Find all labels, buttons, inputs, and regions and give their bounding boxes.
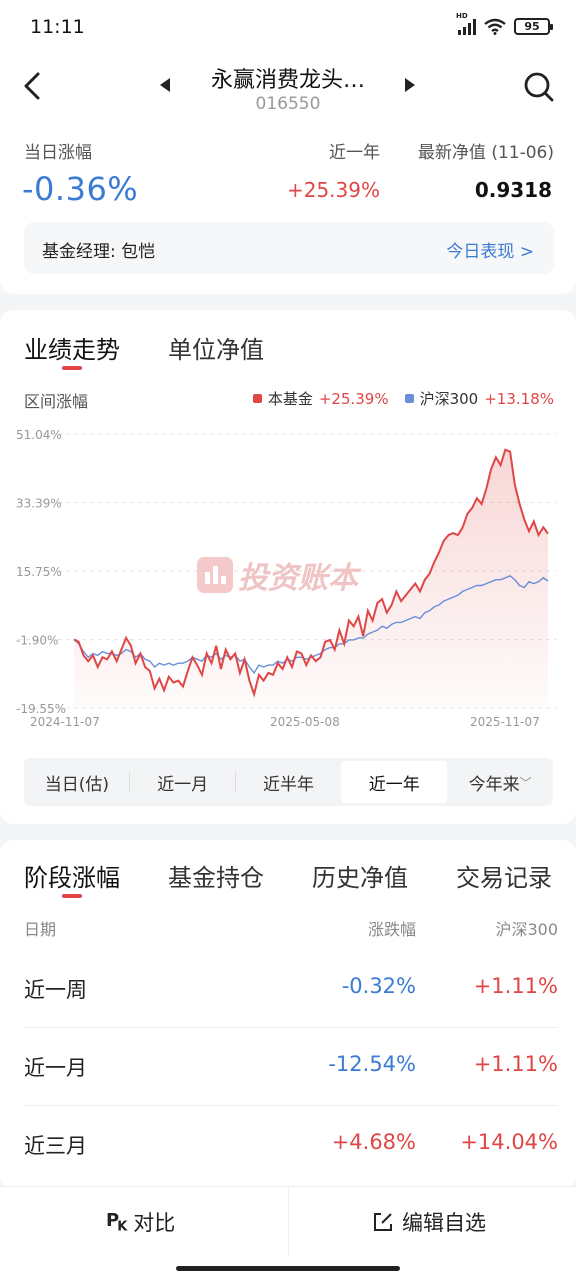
chart-legend: 本基金 +25.39% 沪深300 +13.18% xyxy=(252,388,554,409)
period-option[interactable]: 近一月 xyxy=(130,758,236,806)
search-icon[interactable] xyxy=(522,70,556,104)
edit-watchlist-button[interactable]: 编辑自选 xyxy=(372,1207,486,1237)
legend-index-value: +13.18% xyxy=(484,389,554,408)
list-tab[interactable]: 阶段涨幅 xyxy=(24,864,120,892)
row-divider xyxy=(24,1105,558,1106)
y-tick-label: -1.90% xyxy=(16,634,58,648)
legend-fund-name: 本基金 xyxy=(267,390,313,408)
row-index-change: +1.11% xyxy=(473,974,558,998)
legend-index-name: 沪深300 xyxy=(419,390,479,408)
prev-fund-icon[interactable] xyxy=(160,78,170,92)
y-tick-label: 51.04% xyxy=(16,428,62,442)
tab-active-indicator xyxy=(62,366,82,370)
nav-label: 最新净值 (11-06) xyxy=(417,143,554,163)
legend-fund-value: +25.39% xyxy=(318,389,389,408)
period-label: 近一月 xyxy=(157,774,209,795)
period-label: 今年来 xyxy=(468,774,520,795)
next-fund-icon[interactable] xyxy=(405,78,415,92)
period-selector: 当日(估) 近一月 近半年 近一年 今年来 ﹀ xyxy=(24,758,553,806)
legend-fund-swatch xyxy=(252,394,262,403)
period-option[interactable]: 今年来 ﹀ xyxy=(447,758,553,806)
watermark: 投资账本 xyxy=(197,557,362,596)
period-label: 近半年 xyxy=(262,774,314,795)
tab-performance[interactable]: 业绩走势 xyxy=(24,336,120,364)
period-option[interactable]: 近一年 xyxy=(341,761,448,803)
row-change: -12.54% xyxy=(328,1052,416,1076)
period-divider xyxy=(128,772,130,792)
day-change-label: 当日涨幅 xyxy=(24,143,92,163)
signal-icon: HD xyxy=(456,12,476,35)
status-bar: 11:11 HD 95 xyxy=(0,0,576,58)
period-option[interactable]: 当日(估) xyxy=(24,758,130,806)
stats-row: 近三月 +4.68% +14.04% xyxy=(24,1106,558,1184)
row-index-change: +1.11% xyxy=(473,1052,558,1076)
battery-icon: 95 xyxy=(514,17,553,35)
range-change-label: 区间涨幅 xyxy=(24,392,89,411)
status-icons: HD 95 xyxy=(456,12,553,35)
year-change-label: 近一年 xyxy=(329,143,380,163)
bottom-divider xyxy=(288,1187,289,1255)
performance-chart[interactable]: 投资账本 51.04% 33.39% 15.75% -1.90% -19.55%2024… xyxy=(0,422,576,742)
compare-button[interactable]: PK 对比 xyxy=(106,1207,175,1237)
list-tab[interactable]: 基金持仓 xyxy=(168,864,264,892)
home-indicator xyxy=(176,1266,400,1271)
fund-area xyxy=(74,449,548,708)
hd-badge: HD xyxy=(456,12,468,20)
stats-row: 近一周 -0.32% +1.11% xyxy=(24,950,558,1028)
row-period: 近一月 xyxy=(24,1056,87,1080)
stats-card: 阶段涨幅 基金持仓 历史净值 交易记录 日期 涨跌幅 沪深300 近一周 -0.32% +… xyxy=(0,840,576,1190)
chart-card: 业绩走势 单位净值 区间涨幅 本基金 +25.39% 沪深300 +13.18%… xyxy=(0,310,576,824)
tab-unit-nav[interactable]: 单位净值 xyxy=(168,336,264,364)
row-change: +4.68% xyxy=(331,1130,416,1154)
today-performance-link[interactable]: 今日表现 > xyxy=(446,242,534,262)
row-divider xyxy=(24,1027,558,1028)
period-divider xyxy=(234,772,236,792)
period-option[interactable]: 近半年 xyxy=(236,758,342,806)
row-index-change: +14.04% xyxy=(460,1130,558,1154)
legend-index-swatch xyxy=(404,394,414,403)
x-tick-label: 2025-05-08 xyxy=(270,715,340,729)
fund-code: 016550 xyxy=(255,94,321,114)
period-label: 近一年 xyxy=(368,774,420,795)
y-tick-label: 33.39% xyxy=(16,497,62,511)
x-tick-label: 2025-11-07 xyxy=(470,715,540,729)
compare-label: 对比 xyxy=(133,1211,176,1235)
x-tick-label: 2024-11-07 xyxy=(30,715,100,729)
row-change: -0.32% xyxy=(341,974,416,998)
col-date-header: 日期 xyxy=(24,920,57,939)
col-change-header: 涨跌幅 xyxy=(367,920,416,939)
y-tick-label: -19.55% xyxy=(16,702,66,716)
nav-value: 0.9318 xyxy=(474,178,552,202)
edit-icon xyxy=(374,1213,392,1231)
fund-line xyxy=(73,448,549,698)
y-tick-label: 15.75% xyxy=(16,565,62,579)
status-time: 11:11 xyxy=(30,16,85,38)
row-period: 近三月 xyxy=(24,1134,87,1158)
list-tab[interactable]: 交易记录 xyxy=(456,864,552,892)
wifi-icon xyxy=(484,18,506,35)
manager-bar[interactable]: 基金经理: 包恺 今日表现 > xyxy=(24,222,554,274)
bottom-action-bar: PK 对比 编辑自选 xyxy=(0,1186,576,1280)
row-period: 近一周 xyxy=(24,978,87,1002)
list-tab-indicator xyxy=(62,894,82,898)
list-tab[interactable]: 历史净值 xyxy=(312,864,408,892)
stats-row: 近一月 -12.54% +1.11% xyxy=(24,1028,558,1106)
edit-label: 编辑自选 xyxy=(402,1211,486,1235)
chevron-down-icon: ﹀ xyxy=(519,775,532,790)
col-index-header: 沪深300 xyxy=(495,920,558,939)
fund-summary-card: 永赢消费龙头… 016550 当日涨幅 近一年 最新净值 (11-06) -0.… xyxy=(0,58,576,294)
back-icon[interactable] xyxy=(18,70,50,102)
day-change-value: -0.36% xyxy=(22,170,139,208)
year-change-value: +25.39% xyxy=(286,178,380,202)
period-label: 当日(估) xyxy=(44,774,110,795)
watermark-text: 投资账本 xyxy=(238,561,362,596)
fund-title: 永赢消费龙头… xyxy=(210,68,365,93)
pk-icon: PK xyxy=(106,1209,127,1235)
manager-text: 基金经理: 包恺 xyxy=(42,242,156,262)
